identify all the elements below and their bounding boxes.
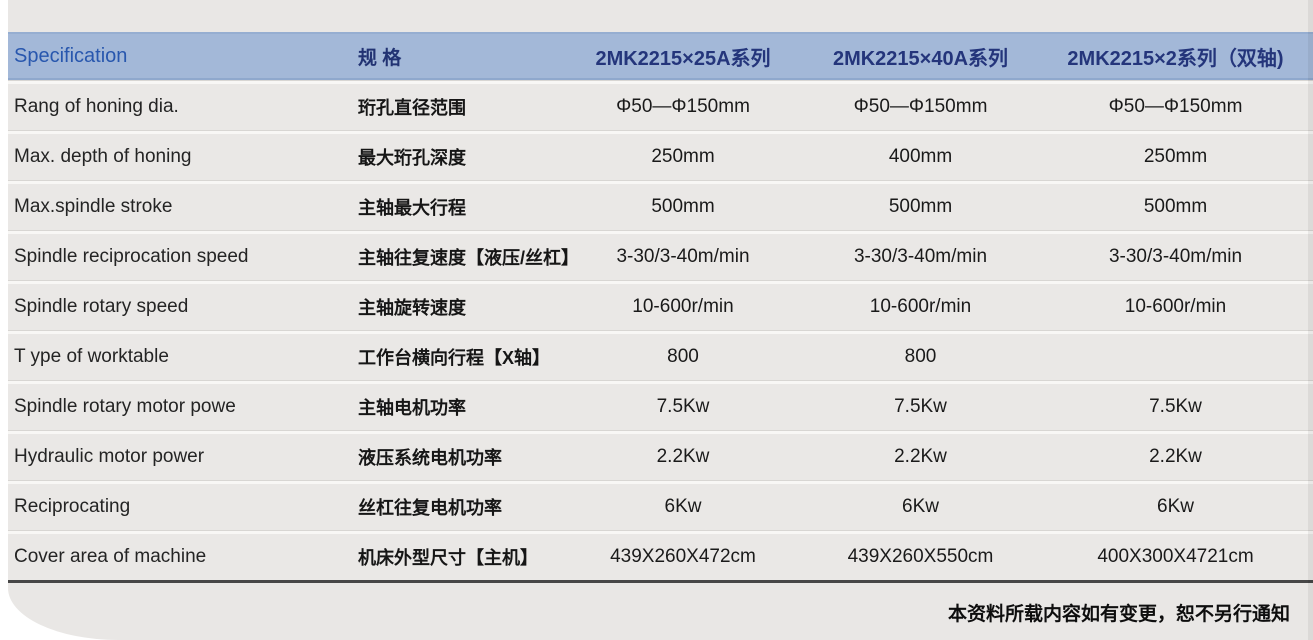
spec-value: Φ50—Φ150mm [616,96,750,117]
table-bottom-rule [8,580,1313,583]
spec-name-zh: 最大珩孔深度 [358,148,466,168]
disclaimer-note: 本资料所载内容如有变更，恕不另行通知 [947,604,1290,625]
spec-name-en: Spindle reciprocation speed [14,246,249,267]
spec-name-zh: 液压系统电机功率 [358,448,502,468]
spec-name-zh: 主轴旋转速度 [358,298,466,318]
spec-name-zh: 珩孔直径范围 [358,98,466,118]
spec-value: 500mm [651,196,715,217]
table-row-reciprocating: Reciprocating 丝杠往复电机功率 6Kw 6Kw 6Kw [8,484,1313,530]
table-row-spindle-stroke: Max.spindle stroke 主轴最大行程 500mm 500mm 50… [8,184,1313,230]
spec-value: 6Kw [664,496,702,517]
spec-name-en: Cover area of machine [14,546,207,567]
spec-value: 800 [904,346,937,367]
spec-value: 500mm [1143,196,1208,217]
spec-value: 10-600r/min [869,296,972,317]
table-row-rotary-motor-power: Spindle rotary motor powe 主轴电机功率 7.5Kw 7… [8,384,1313,430]
spec-value: 6Kw [1157,496,1194,517]
spec-name-en: Spindle rotary speed [14,296,189,317]
spec-value: 10-600r/min [632,296,734,317]
spec-name-zh: 主轴往复速度【液压/丝杠】 [358,248,579,268]
spec-name-en: T ype of worktable [14,346,169,367]
spec-value: 500mm [888,196,953,217]
spec-name-en: Max.spindle stroke [14,196,173,217]
spec-value: 800 [667,346,699,367]
card-top-strip [8,0,1313,32]
row-separator [8,180,1313,184]
spec-name-zh: 丝杠往复电机功率 [358,498,502,518]
spec-name-en: Reciprocating [14,496,131,517]
spec-name-en: Hydraulic motor power [14,446,205,467]
spec-name-zh: 机床外型尺寸【主机】 [358,548,538,568]
spec-value: 439X260X472cm [610,546,756,567]
spec-name-en: Spindle rotary motor powe [14,396,236,417]
spec-name-zh: 主轴电机功率 [358,398,466,418]
spec-value: 2.2Kw [894,446,947,467]
spec-value: 7.5Kw [894,396,947,417]
spec-name-zh: 工作台横向行程【X轴】 [358,348,551,368]
table-row-reciprocation-speed: Spindle reciprocation speed 主轴往复速度【液压/丝杠… [8,234,1313,280]
row-separator [8,480,1313,484]
spec-value: 6Kw [902,496,939,517]
table-row-honing-dia: Rang of honing dia. 珩孔直径范围 Φ50—Φ150mm Φ5… [8,84,1313,130]
spec-name-en: Rang of honing dia. [14,96,179,117]
spec-value: 7.5Kw [656,396,710,417]
spec-value: 10-600r/min [1124,296,1227,317]
spec-value: 3-30/3-40m/min [616,246,750,267]
spec-value: Φ50—Φ150mm [1108,96,1243,117]
row-separator [8,330,1313,334]
spec-name-en: Max. depth of honing [14,146,192,167]
spec-value: 2.2Kw [656,446,710,467]
row-separator [8,280,1313,284]
table-row-cover-area: Cover area of machine 机床外型尺寸【主机】 439X260… [8,534,1313,580]
spec-value: Φ50—Φ150mm [853,96,988,117]
header-model-dual: 2MK2215×2系列（双轴) [1067,47,1284,70]
table-row-worktable: T ype of worktable 工作台横向行程【X轴】 800 800 [8,334,1313,380]
header-specification: Specification [14,44,128,67]
row-separator [8,80,1313,84]
spec-value: 3-30/3-40m/min [853,246,988,267]
spec-value: 3-30/3-40m/min [1108,246,1243,267]
table-row-hydraulic-motor-power: Hydraulic motor power 液压系统电机功率 2.2Kw 2.2… [8,434,1313,480]
table-header-row: Specification 规 格 2MK2215×25A系列 2MK2215×… [8,32,1313,80]
row-separator [8,380,1313,384]
spec-value: 250mm [1143,146,1208,167]
header-model-40a: 2MK2215×40A系列 [832,47,1009,70]
table-row-rotary-speed: Spindle rotary speed 主轴旋转速度 10-600r/min … [8,284,1313,330]
spec-value: 400X300X4721cm [1097,546,1254,567]
spec-value: 439X260X550cm [847,546,994,567]
card-footer: 本资料所载内容如有变更，恕不另行通知 [8,583,1313,640]
row-separator [8,130,1313,134]
spec-value: 400mm [888,146,953,167]
spec-value: 2.2Kw [1149,446,1202,467]
spec-value: 250mm [651,146,715,167]
row-separator [8,530,1313,534]
header-model-25a: 2MK2215×25A系列 [595,47,771,70]
spec-table-card: Specification 规 格 2MK2215×25A系列 2MK2215×… [8,0,1313,640]
row-separator [8,230,1313,234]
spec-name-zh: 主轴最大行程 [358,198,466,218]
table-row-depth-of-honing: Max. depth of honing 最大珩孔深度 250mm 400mm … [8,134,1313,180]
row-separator [8,430,1313,434]
header-spec-zh: 规 格 [358,47,402,69]
spec-value: 7.5Kw [1149,396,1202,417]
